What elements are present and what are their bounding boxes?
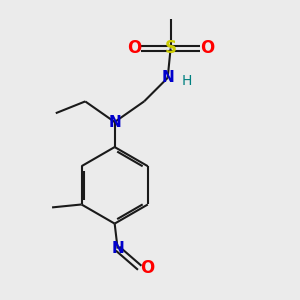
Text: N: N (108, 115, 121, 130)
Text: N: N (111, 241, 124, 256)
Text: N: N (161, 70, 174, 86)
Text: H: H (182, 74, 192, 88)
Text: S: S (165, 39, 177, 57)
Text: O: O (200, 39, 214, 57)
Text: O: O (140, 259, 154, 277)
Text: O: O (127, 39, 141, 57)
